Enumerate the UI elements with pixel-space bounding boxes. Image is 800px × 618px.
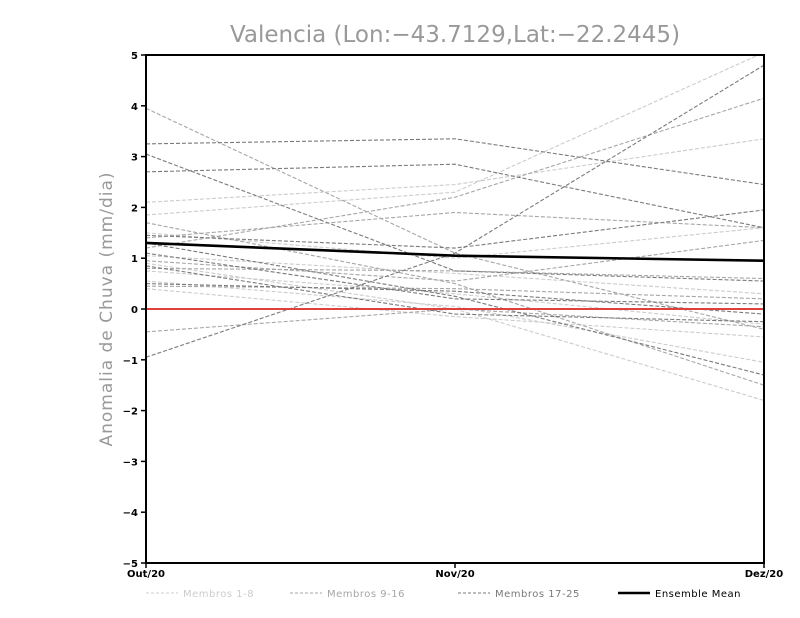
y-tick-label: −2 [123,407,138,418]
y-tick-label: −3 [123,457,138,468]
legend-label: Membros 9-16 [327,589,405,600]
member-line-1 [146,138,764,203]
member-line-18 [146,163,764,229]
member-line-9 [146,107,764,330]
legend-label: Membros 17-25 [495,589,580,600]
member-line-8 [146,270,764,325]
member-line-24 [146,252,764,305]
x-tick-label: Nov/20 [435,569,474,580]
member-line-5 [146,280,764,363]
member-line-23 [146,283,764,315]
x-tick-label: Dez/20 [745,569,784,580]
y-tick-label: 1 [131,254,138,265]
x-axis-ticks: Out/20 Nov/20 Dez/20 [127,563,783,580]
ensemble-mean-group [145,241,765,263]
member-line-10 [146,222,764,386]
member-series-group [146,55,764,401]
y-tick-label: −1 [123,356,138,367]
y-tick-label: −5 [123,559,138,570]
member-line-25 [146,265,764,323]
member-line-19 [146,153,764,282]
member-line-14 [146,285,764,300]
legend-label: Ensemble Mean [655,589,741,600]
y-tick-label: 3 [131,153,138,164]
y-tick-label: 2 [131,203,138,214]
y-tick-label: −4 [123,508,138,519]
chart-title: Valencia (Lon:−43.7129,Lat:−22.2445) [230,22,680,48]
legend-label: Membros 1-8 [183,589,254,600]
member-line-21 [146,209,764,249]
y-tick-label: 0 [131,305,138,316]
member-line-12 [146,97,764,249]
legend: Membros 1-8 Membros 9-16 Membros 17-25 Ense… [146,589,741,600]
x-tick-label: Out/20 [127,569,165,580]
y-axis-ticks: −5 −4 −3 −2 −1 0 1 2 3 4 5 [123,51,146,570]
ensemble-mean-line [145,241,765,263]
member-line-15 [146,308,764,333]
y-axis-label: Anomalia de Chuva (mm/dia) [97,171,117,446]
y-tick-label: 4 [131,102,138,113]
member-line-17 [146,138,764,186]
member-line-6 [146,288,764,338]
member-line-2 [146,55,760,216]
member-line-7 [146,255,764,295]
member-line-3 [146,227,764,259]
y-tick-label: 5 [131,51,138,62]
member-line-13 [146,239,764,282]
member-line-20 [146,64,764,358]
member-line-11 [146,211,764,239]
member-line-22 [146,242,764,376]
